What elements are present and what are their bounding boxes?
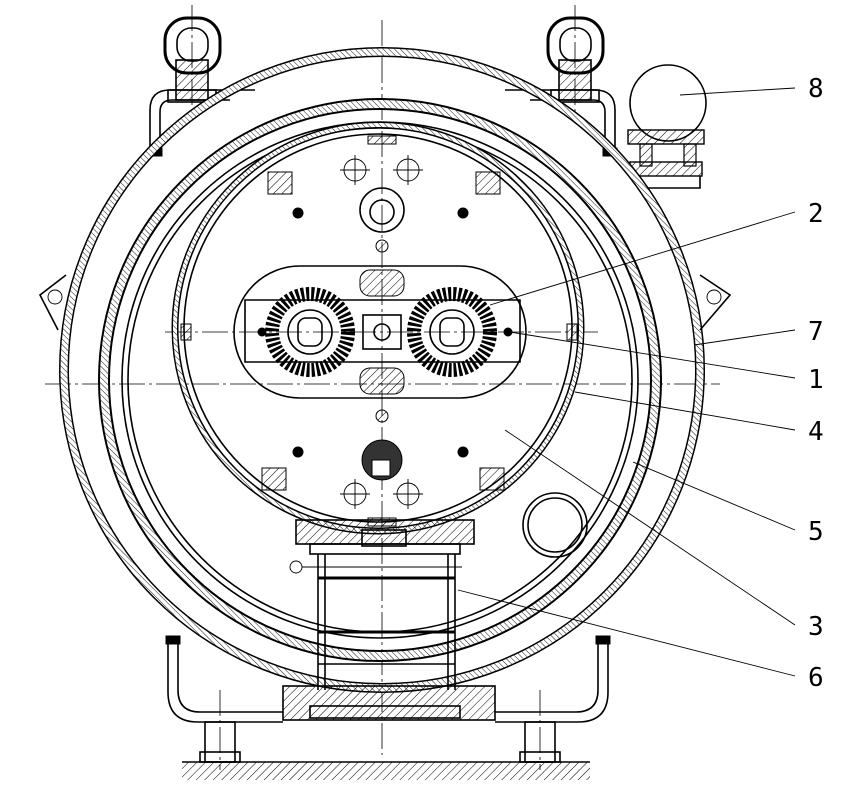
callout-8: 8 bbox=[808, 74, 824, 104]
side-pipe bbox=[522, 492, 588, 558]
ground bbox=[182, 761, 590, 780]
callout-5: 5 bbox=[808, 517, 824, 547]
callout-2: 2 bbox=[808, 199, 824, 229]
coil-left bbox=[265, 287, 355, 377]
base-frames bbox=[165, 635, 611, 770]
callout-7: 7 bbox=[808, 317, 824, 347]
coil-right bbox=[407, 287, 497, 377]
part-8-terminal bbox=[627, 64, 707, 189]
callout-1: 1 bbox=[808, 365, 824, 395]
callout-3: 3 bbox=[808, 612, 824, 642]
callout-labels: 8 2 7 1 4 5 3 6 bbox=[808, 74, 824, 693]
callout-4: 4 bbox=[808, 417, 824, 447]
part-6-support-column bbox=[282, 519, 496, 721]
leader-lines bbox=[457, 87, 796, 677]
callout-6: 6 bbox=[808, 663, 824, 693]
plate-bolts bbox=[261, 135, 505, 527]
part-2-core-assembly bbox=[180, 265, 578, 399]
part-5-inner-shell bbox=[98, 98, 662, 662]
